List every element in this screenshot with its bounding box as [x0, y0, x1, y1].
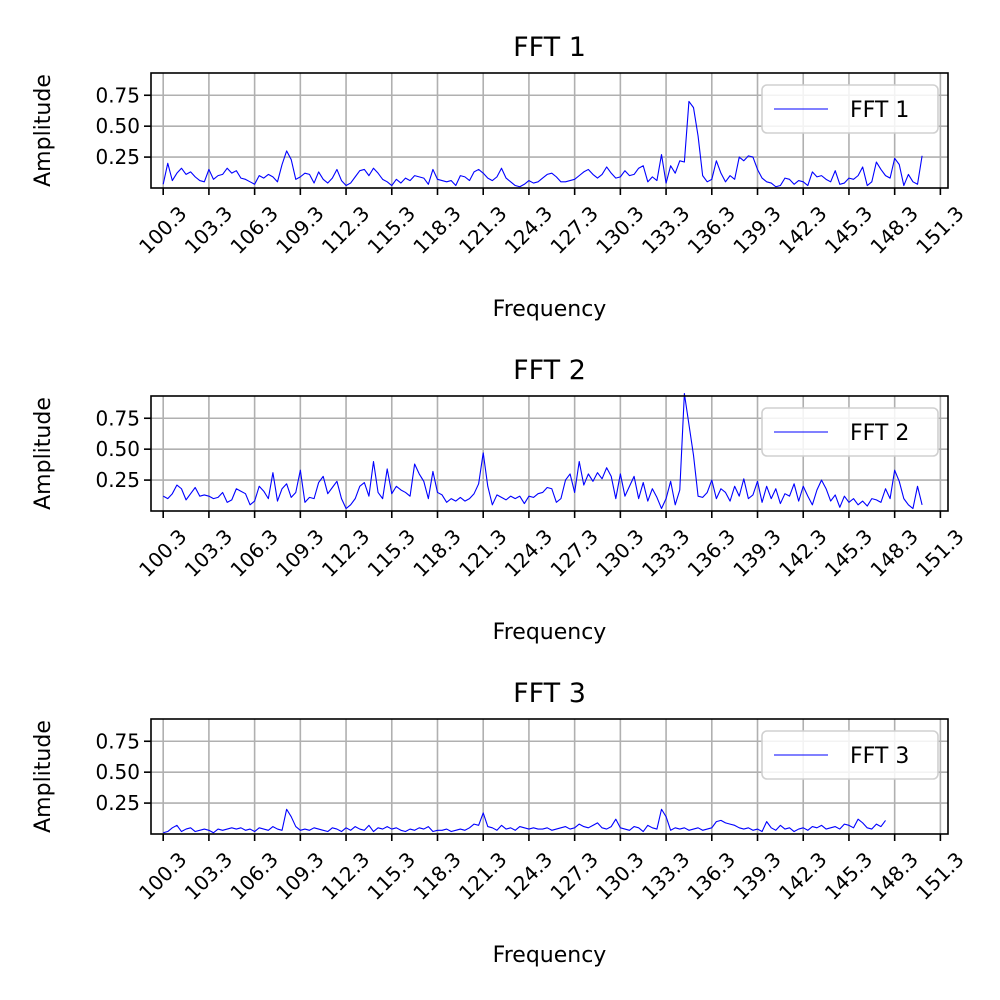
x-tick-label: 121.3 [454, 847, 511, 904]
y-tick-label: 0.75 [95, 83, 140, 107]
legend-label: FFT 2 [850, 421, 909, 446]
x-tick-label: 103.3 [180, 847, 237, 904]
x-tick-label: 142.3 [774, 524, 831, 581]
x-axis-label: Frequency [493, 620, 607, 645]
y-axis-label: Amplitude [31, 74, 56, 187]
y-tick-label: 0.25 [95, 145, 140, 169]
x-tick-label: 142.3 [774, 847, 831, 904]
x-tick-label: 148.3 [865, 524, 922, 581]
x-tick-label: 133.3 [637, 847, 694, 904]
x-tick-label: 145.3 [820, 201, 877, 258]
x-tick-label: 136.3 [683, 847, 740, 904]
x-tick-label: 106.3 [225, 201, 282, 258]
x-tick-label: 112.3 [317, 847, 374, 904]
x-tick-label: 151.3 [911, 524, 968, 581]
legend-box [761, 407, 939, 457]
x-tick-label: 103.3 [180, 201, 237, 258]
y-tick-label: 0.75 [95, 729, 140, 753]
y-tick-label: 0.25 [95, 791, 140, 815]
x-tick-label: 145.3 [820, 847, 877, 904]
legend: FFT 1 [761, 84, 939, 134]
y-axis-label: Amplitude [31, 720, 56, 833]
x-tick-label: 124.3 [500, 524, 557, 581]
axes-frame [150, 72, 949, 189]
chart-title-3: FFT 3 [513, 678, 586, 709]
subplot-2: FFT 2 100.3103.3106.3109.3112.3115.3118.3… [31, 355, 969, 645]
legend-label: FFT 3 [850, 744, 909, 769]
x-tick-label: 103.3 [180, 524, 237, 581]
x-tick-label: 139.3 [728, 524, 785, 581]
x-tick-label: 115.3 [363, 201, 420, 258]
y-tick-label: 0.50 [95, 760, 140, 784]
legend-label: FFT 1 [850, 98, 909, 123]
legend-box [761, 84, 939, 134]
x-tick-label: 118.3 [408, 524, 465, 581]
y-axis-label: Amplitude [31, 397, 56, 510]
x-tick-label: 127.3 [545, 201, 602, 258]
series-line-2 [162, 392, 923, 510]
y-tick-label: 0.50 [95, 437, 140, 461]
x-tick-label: 151.3 [911, 847, 968, 904]
y-tick-label: 0.75 [95, 406, 140, 430]
x-tick-label: 136.3 [683, 524, 740, 581]
series-line-3 [163, 808, 886, 834]
x-tick-label: 139.3 [728, 847, 785, 904]
subplot-3: FFT 3 100.3103.3106.3109.3112.3115.3118.3… [31, 678, 969, 968]
x-tick-label: 109.3 [271, 847, 328, 904]
x-tick-label: 133.3 [637, 201, 694, 258]
x-tick-label: 130.3 [591, 524, 648, 581]
y-tick-label: 0.50 [95, 114, 140, 138]
x-tick-label: 151.3 [911, 201, 968, 258]
x-tick-label: 136.3 [683, 201, 740, 258]
x-tick-label: 115.3 [363, 524, 420, 581]
x-tick-label: 148.3 [865, 847, 922, 904]
x-tick-label: 100.3 [134, 201, 191, 258]
x-tick-label: 124.3 [500, 201, 557, 258]
x-tick-label: 121.3 [454, 201, 511, 258]
legend: FFT 3 [761, 730, 939, 780]
x-tick-label: 100.3 [134, 524, 191, 581]
x-tick-label: 130.3 [591, 201, 648, 258]
axes-frame [150, 718, 949, 835]
x-tick-label: 118.3 [408, 201, 465, 258]
x-tick-label: 127.3 [545, 847, 602, 904]
x-axis-label: Frequency [493, 943, 607, 968]
x-tick-label: 118.3 [408, 847, 465, 904]
x-tick-label: 112.3 [317, 201, 374, 258]
x-tick-label: 124.3 [500, 847, 557, 904]
series-line-1 [162, 100, 923, 188]
legend-box [761, 730, 939, 780]
x-tick-label: 106.3 [225, 524, 282, 581]
x-tick-label: 115.3 [363, 847, 420, 904]
x-tick-label: 139.3 [728, 201, 785, 258]
x-tick-label: 100.3 [134, 847, 191, 904]
x-tick-label: 145.3 [820, 524, 877, 581]
x-tick-label: 109.3 [271, 201, 328, 258]
x-tick-label: 127.3 [545, 524, 602, 581]
x-tick-label: 130.3 [591, 847, 648, 904]
y-tick-label: 0.25 [95, 468, 140, 492]
x-tick-label: 142.3 [774, 201, 831, 258]
x-tick-label: 148.3 [865, 201, 922, 258]
axes-frame [150, 395, 949, 512]
x-tick-label: 121.3 [454, 524, 511, 581]
legend: FFT 2 [761, 407, 939, 457]
x-tick-label: 109.3 [271, 524, 328, 581]
chart-title-2: FFT 2 [513, 355, 586, 386]
x-tick-label: 106.3 [225, 847, 282, 904]
chart-title-1: FFT 1 [513, 32, 586, 63]
x-tick-label: 133.3 [637, 524, 694, 581]
x-axis-label: Frequency [493, 297, 607, 322]
subplot-1: FFT 1 100.3103.3106.3109.3112.3115.3118.3… [31, 32, 969, 322]
x-tick-label: 112.3 [317, 524, 374, 581]
